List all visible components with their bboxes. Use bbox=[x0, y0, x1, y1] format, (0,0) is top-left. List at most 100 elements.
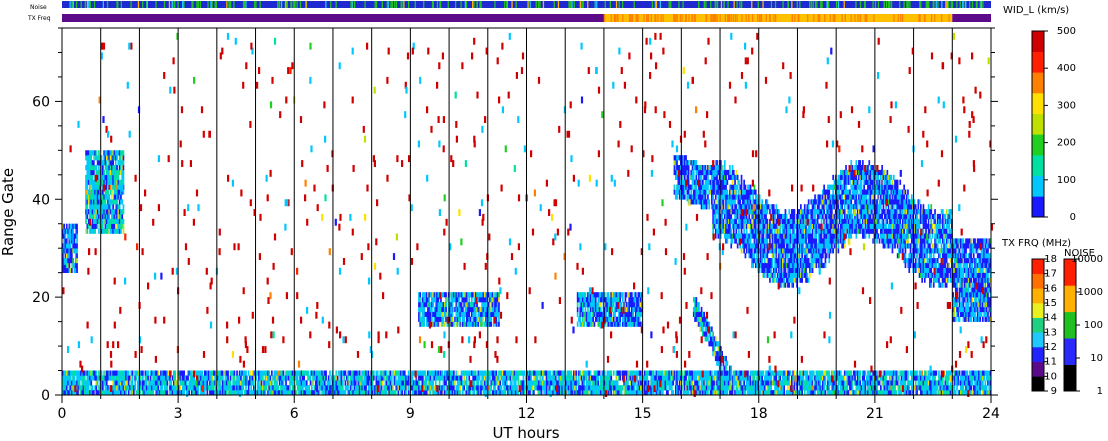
echo-cell bbox=[433, 390, 436, 396]
echo-cell bbox=[123, 390, 126, 396]
echo-cell bbox=[253, 370, 255, 376]
echo-cell bbox=[72, 223, 74, 229]
tx-freq-segment bbox=[603, 14, 953, 22]
echo-cell bbox=[90, 370, 93, 376]
echo-cell bbox=[419, 385, 422, 391]
echo-cell bbox=[513, 390, 516, 396]
echo-cell bbox=[311, 370, 313, 376]
echo-cell bbox=[780, 390, 783, 396]
echo-cell bbox=[473, 306, 476, 313]
tx-freq-mark bbox=[873, 14, 875, 22]
echo-cell bbox=[90, 390, 93, 396]
echo-cell bbox=[247, 380, 250, 386]
echo-cell bbox=[783, 390, 785, 396]
echo-cell bbox=[561, 385, 563, 391]
echo-cell bbox=[94, 228, 96, 234]
echo-cell bbox=[783, 375, 785, 381]
echo-cell bbox=[406, 380, 409, 386]
echo-cell bbox=[103, 199, 105, 205]
echo-cell bbox=[700, 390, 703, 396]
echo-cell bbox=[689, 370, 691, 376]
echo-cell bbox=[494, 375, 496, 381]
echo-cell bbox=[594, 370, 597, 376]
echo-cell bbox=[72, 243, 74, 249]
echo-cell bbox=[698, 385, 700, 391]
echo-cell bbox=[597, 370, 600, 376]
echo-cell bbox=[850, 385, 853, 391]
echo-cell bbox=[603, 321, 606, 327]
echo-cell bbox=[481, 321, 483, 327]
echo-cell bbox=[730, 385, 733, 391]
echo-cell bbox=[766, 380, 769, 386]
echo-cell bbox=[925, 370, 927, 376]
echo-cell bbox=[828, 370, 831, 376]
echo-cell bbox=[988, 375, 991, 381]
echo-cell bbox=[460, 370, 463, 376]
echo-cell bbox=[753, 370, 756, 376]
echo-cell bbox=[89, 209, 91, 215]
noise-strip-mark bbox=[116, 1, 118, 8]
echo-cell bbox=[114, 150, 117, 156]
echo-cell bbox=[343, 370, 345, 376]
echo-cell bbox=[646, 375, 649, 381]
echo-cell bbox=[100, 194, 103, 200]
echo-cell bbox=[597, 385, 600, 391]
echo-cell bbox=[163, 375, 166, 381]
echo-cell bbox=[961, 390, 963, 396]
echo-cell bbox=[134, 375, 136, 381]
echo-cell bbox=[792, 370, 794, 376]
echo-cell bbox=[770, 375, 773, 381]
echo-cell bbox=[677, 375, 680, 381]
echo-cell bbox=[584, 297, 587, 303]
echo-cell bbox=[674, 160, 677, 166]
echo-cell bbox=[913, 370, 916, 376]
echo-cell bbox=[478, 306, 481, 313]
echo-cell bbox=[625, 370, 628, 376]
echo-cell bbox=[105, 228, 108, 234]
echo-cell bbox=[627, 385, 629, 391]
noise-strip-mark bbox=[245, 1, 247, 8]
echo-cell bbox=[714, 351, 717, 357]
echo-cell bbox=[345, 375, 348, 381]
echo-cell bbox=[619, 311, 622, 317]
echo-cell bbox=[429, 385, 432, 391]
echo-cell bbox=[763, 385, 766, 391]
echo-cell bbox=[443, 302, 446, 308]
echo-cell bbox=[80, 375, 82, 381]
echo-cell bbox=[607, 380, 610, 386]
noise-strip-mark bbox=[874, 1, 877, 8]
echo-cell bbox=[483, 385, 486, 391]
echo-cell bbox=[818, 385, 820, 391]
echo-cell bbox=[63, 238, 65, 244]
echo-cell bbox=[256, 380, 259, 386]
echo-cell bbox=[100, 375, 103, 381]
echo-cell bbox=[353, 385, 356, 391]
echo-cell bbox=[607, 302, 610, 308]
echo-cell bbox=[672, 375, 674, 381]
echo-cell bbox=[93, 390, 95, 396]
echo-cell bbox=[68, 390, 71, 396]
echo-cell bbox=[650, 370, 653, 376]
echo-cell bbox=[107, 370, 109, 376]
echo-cell bbox=[69, 380, 72, 386]
echo-cell bbox=[107, 375, 109, 381]
echo-cell bbox=[890, 370, 893, 376]
echo-cell bbox=[658, 380, 660, 386]
echo-cell bbox=[216, 380, 219, 386]
echo-cell bbox=[334, 390, 336, 396]
echo-cell bbox=[823, 380, 825, 386]
echo-cell bbox=[95, 150, 98, 156]
echo-cell bbox=[165, 385, 167, 391]
echo-cell bbox=[431, 316, 433, 322]
echo-cell bbox=[213, 390, 215, 396]
echo-cell bbox=[416, 370, 419, 376]
noise-strip-mark bbox=[698, 1, 700, 8]
echo-cell bbox=[557, 380, 560, 386]
tx-freq-mark bbox=[635, 14, 637, 22]
echo-cell bbox=[702, 326, 704, 332]
echo-cell bbox=[827, 390, 829, 396]
echo-cell bbox=[74, 228, 77, 234]
echo-cell bbox=[105, 380, 108, 386]
echo-cell bbox=[357, 370, 360, 376]
echo-cell bbox=[624, 316, 627, 322]
